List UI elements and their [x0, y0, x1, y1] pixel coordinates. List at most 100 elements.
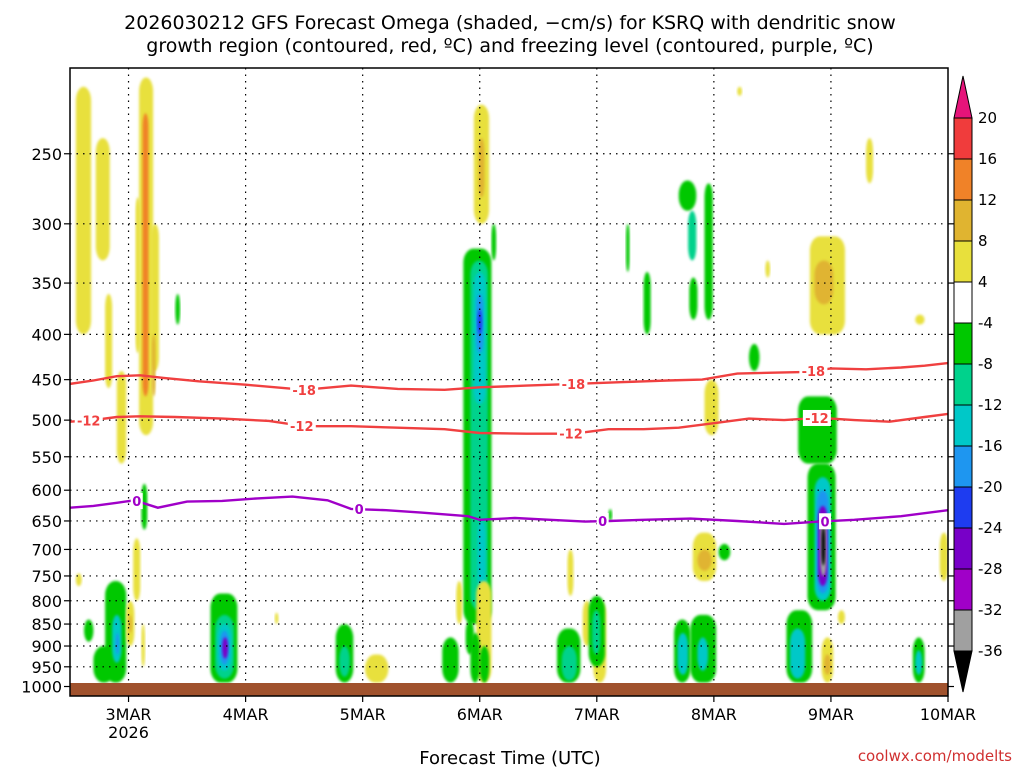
colorbar-bin [953, 199, 973, 242]
omega-cell [115, 632, 120, 655]
contour-label: -12 [77, 414, 101, 429]
omega-cell [939, 532, 948, 582]
colorbar-bin [953, 527, 973, 570]
y-tick-label: 400 [31, 325, 62, 344]
omega-cell [135, 197, 141, 354]
omega-cell [141, 624, 145, 667]
x-axis-label: Forecast Time (UTC) [419, 748, 600, 768]
y-tick-label: 950 [31, 658, 62, 677]
omega-cell [718, 543, 731, 561]
chart-title-line-2: growth region (contoured, red, ºC) and f… [146, 35, 873, 57]
colorbar-bin [953, 486, 973, 529]
y-tick-label: 1000 [21, 678, 62, 697]
omega-cell [704, 379, 719, 436]
contour-label-bg [559, 375, 588, 392]
contour-label: 0 [598, 515, 607, 530]
colorbar-bin [953, 609, 973, 652]
colorbar-bin [953, 363, 973, 406]
colorbar-label: -8 [978, 355, 993, 373]
omega-cell [105, 293, 113, 389]
colorbar-over-triangle [953, 75, 973, 119]
credit-text: coolwx.com/modelts [858, 747, 1012, 765]
omega-cell [765, 260, 771, 278]
contour-line-0 [70, 495, 948, 526]
contour-label-bg [819, 513, 832, 530]
omega-cell [365, 654, 389, 683]
colorbar-bin [953, 281, 973, 324]
colorbar-bin [953, 240, 973, 283]
colorbar-label: -20 [978, 478, 1003, 496]
omega-cell [823, 654, 831, 675]
omega-cell [789, 628, 806, 679]
colorbar-label: -12 [978, 396, 1003, 414]
y-tick-label: 300 [31, 215, 62, 234]
colorbar-label: -24 [978, 519, 1003, 537]
x-tick-label: 7MAR [574, 705, 620, 724]
omega-cell [222, 637, 229, 659]
contour-label: -18 [562, 378, 586, 393]
contour-line--18 [70, 361, 948, 392]
contour-label-bg [596, 513, 609, 530]
omega-cell [95, 138, 110, 261]
y-axis-pressure: 250 300 350 400 450 500 550 600 650 700 750 800 850 9… [21, 145, 954, 697]
contour-label-bg [290, 381, 319, 398]
omega-cell [677, 632, 689, 675]
omega-cell [697, 549, 712, 571]
colorbar-bin [953, 322, 973, 365]
contour-label-bg [802, 409, 831, 426]
x-tick-label: 5MAR [340, 705, 386, 724]
y-tick-label: 900 [31, 637, 62, 656]
omega-cell [479, 646, 490, 683]
omega-cell [274, 612, 279, 625]
chart-title-line-1: 2026030212 GFS Forecast Omega (shaded, −… [124, 12, 896, 34]
omega-cell [141, 483, 148, 530]
colorbar-label: 16 [978, 150, 997, 168]
omega-cell [151, 334, 156, 397]
omega-cell [456, 581, 463, 625]
contour-label-bg [799, 363, 828, 380]
omega-cell [866, 138, 874, 184]
omega-cell [643, 271, 651, 335]
contour-label: -12 [805, 412, 829, 427]
omega-cell [688, 210, 697, 261]
contour-label-bg [557, 425, 586, 442]
omega-cell [477, 520, 486, 592]
colorbar-bin [953, 117, 973, 160]
plot-frame [69, 67, 949, 697]
omega-cell [561, 646, 577, 681]
contour-label: -12 [559, 428, 583, 443]
colorbar-under-triangle [953, 650, 973, 693]
omega-cell [697, 637, 709, 671]
grid-lines [70, 68, 948, 696]
contour-label: 0 [821, 515, 830, 530]
contour-label-bg [287, 417, 316, 434]
omega-cell [75, 573, 82, 587]
contour-label-bg [74, 412, 103, 429]
contour-label: -18 [802, 365, 826, 380]
omega-cell [491, 223, 497, 261]
colorbar-bin [953, 568, 973, 611]
colorbar-bin [953, 158, 973, 201]
x-tick-label: 4MAR [223, 705, 269, 724]
x-tick-sublabel: 2026 [108, 723, 149, 742]
y-tick-label: 800 [31, 592, 62, 611]
omega-cell [748, 343, 760, 372]
omega-cell [737, 86, 742, 96]
omega-cell [84, 619, 94, 642]
omega-cell [626, 223, 630, 272]
omega-cell [128, 614, 133, 633]
y-tick-label: 500 [31, 411, 62, 430]
contour-label-bg [353, 501, 366, 518]
y-tick-label: 250 [31, 145, 62, 164]
colorbar-label: 20 [978, 109, 997, 127]
x-tick-label: 9MAR [808, 705, 854, 724]
colorbar-label: -16 [978, 437, 1003, 455]
colorbar-label: 8 [978, 232, 988, 250]
y-tick-label: 700 [31, 540, 62, 559]
ground-terrain-band [70, 683, 948, 696]
y-tick-label: 600 [31, 481, 62, 500]
omega-cell [592, 610, 601, 655]
colorbar-bin [953, 445, 973, 488]
